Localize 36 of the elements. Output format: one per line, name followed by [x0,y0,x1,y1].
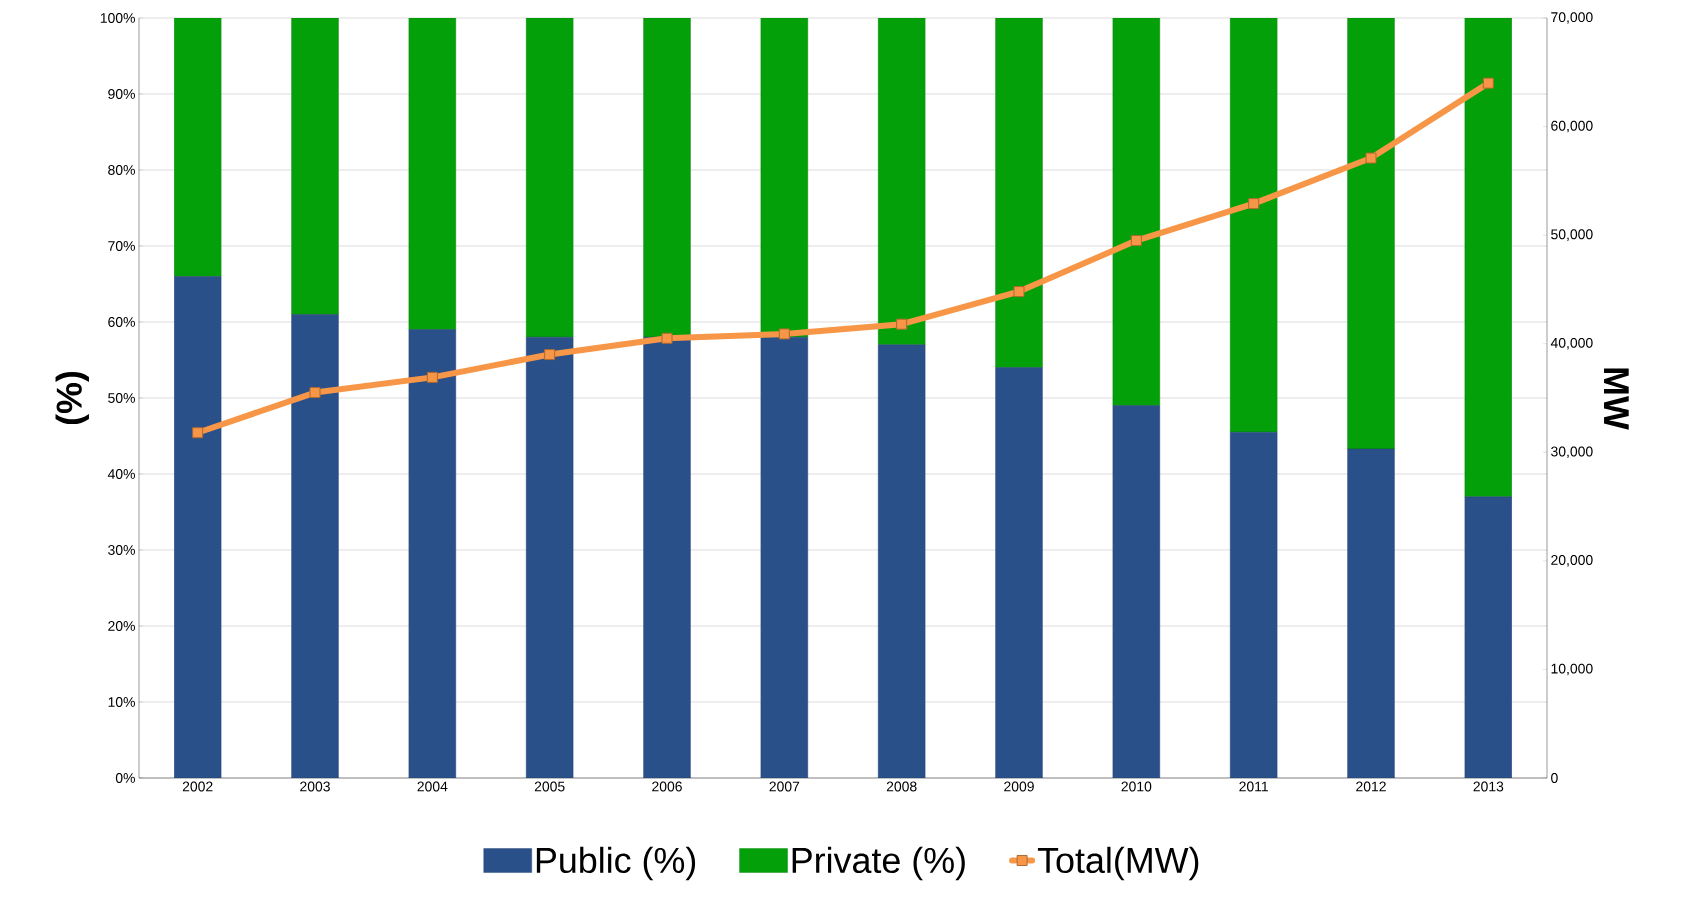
y-tick-label: 10% [108,697,135,707]
x-tick-label: 2002 [182,781,213,792]
y2-tick-label: 20,000 [1551,555,1593,567]
x-tick-label: 2007 [769,781,800,792]
y2-tick-label: 10,000 [1551,663,1593,676]
y-tick-label: 70% [108,241,135,251]
y-tick-label: 50% [108,393,135,403]
legend-label: Total(MW) [1037,846,1199,881]
x-tick-label: 2008 [886,781,917,792]
legend-label: Public (%) [536,846,696,881]
y2-tick-label: 60,000 [1551,120,1593,133]
x-tick-label: 2013 [1473,781,1504,792]
y-tick-label: 80% [108,165,135,175]
y-tick-label: 40% [107,469,135,479]
x-tick-label: 2005 [534,781,565,792]
y-tick-label: 90% [108,89,135,99]
x-tick-label: 2012 [1356,781,1386,792]
y-tick-label: 20% [108,621,135,631]
x-tick-label: 2009 [1004,781,1034,792]
y-tick-label: 60% [108,317,135,327]
y2-tick-label: 40,000 [1550,337,1593,350]
y2-tick-label: 70,000 [1551,12,1593,24]
x-tick-label: 2003 [300,781,330,792]
x-tick-label: 2004 [417,781,448,792]
y-tick-label: 100% [100,13,135,23]
y-axis-title: (%) [55,371,89,425]
y2-tick-label: 0 [1551,773,1558,783]
legend-label: Private (%) [792,846,965,881]
y2-tick-label: 50,000 [1551,229,1593,241]
x-tick-label: 2011 [1239,781,1268,792]
y2-tick-label: 30,000 [1551,446,1593,459]
y-tick-label: 30% [108,545,135,555]
x-tick-label: 2010 [1121,781,1152,792]
x-tick-label: 2006 [652,781,682,792]
y2-axis-title: MW [1604,368,1629,430]
y-tick-label: 0% [115,773,135,783]
